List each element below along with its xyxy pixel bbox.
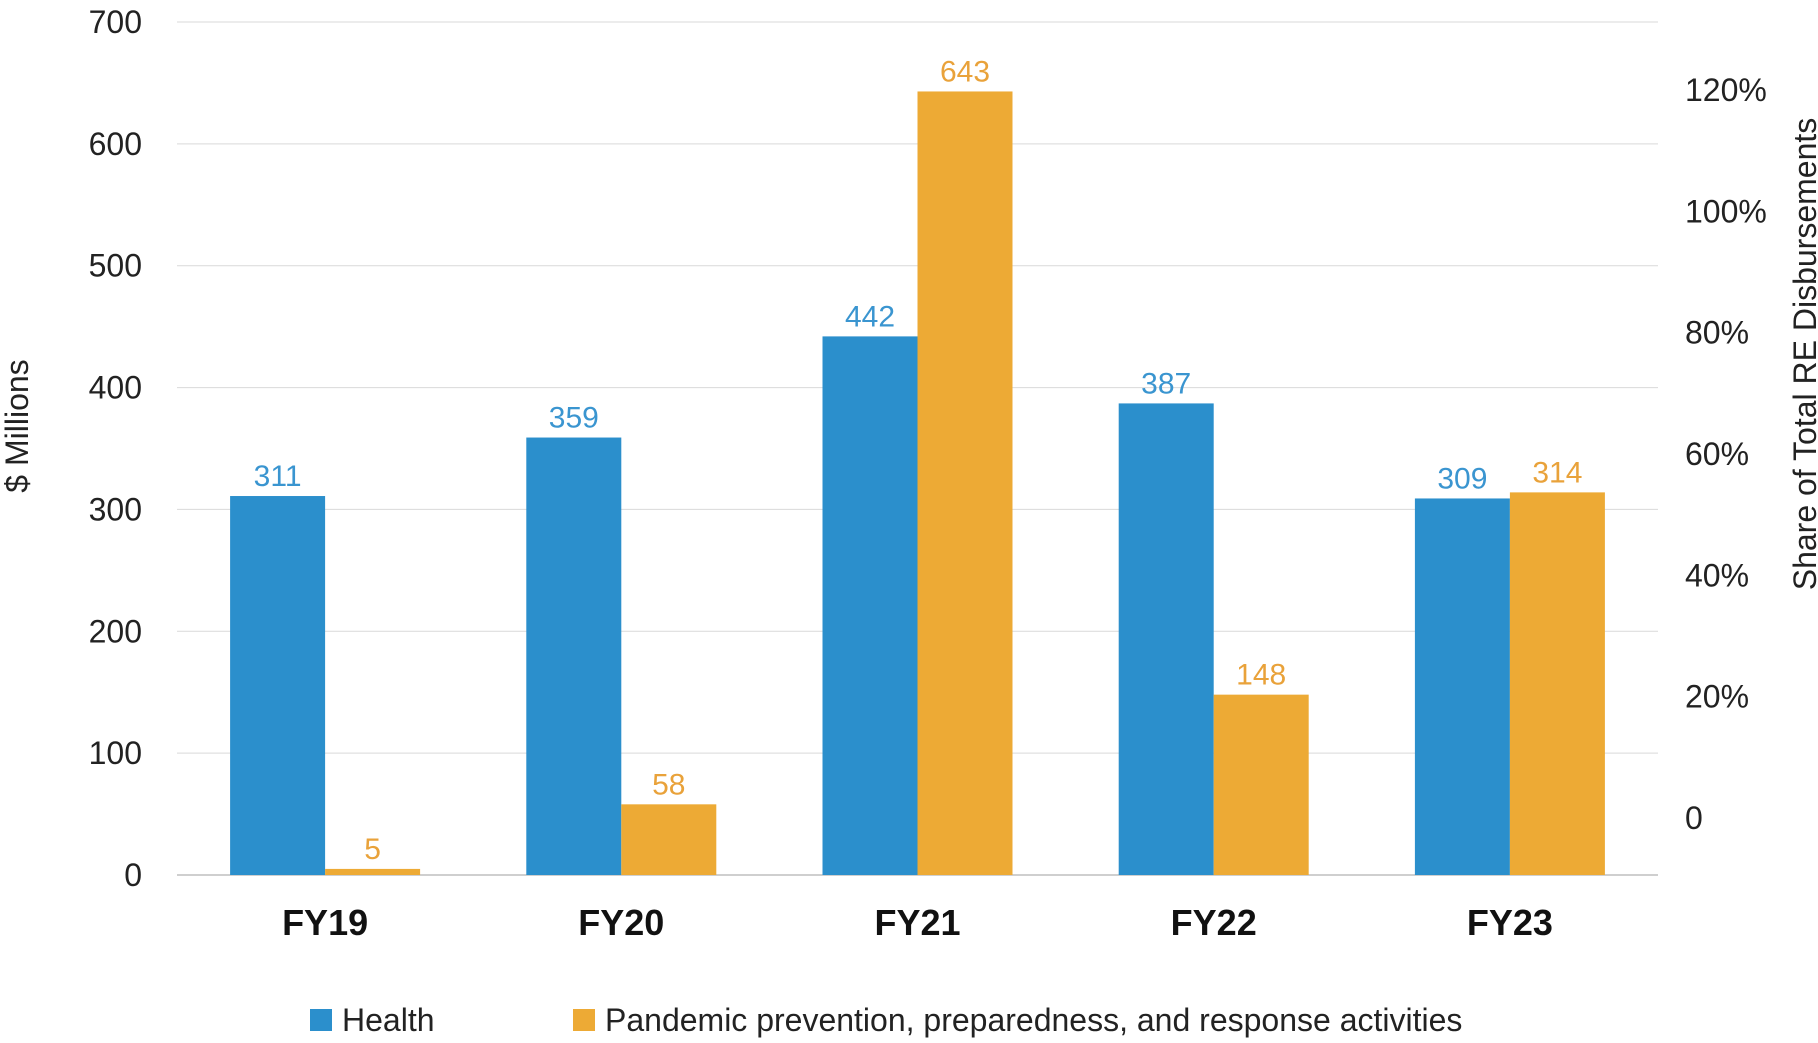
y-left-tick-label: 0 bbox=[124, 857, 142, 893]
data-label: 359 bbox=[549, 402, 599, 435]
y-left-tick-label: 700 bbox=[89, 4, 142, 40]
y-left-tick-label: 600 bbox=[89, 126, 142, 162]
x-tick-label: FY23 bbox=[1467, 902, 1553, 943]
y-right-tick-label: 0 bbox=[1685, 800, 1703, 836]
legend-label-pandemic: Pandemic prevention, preparedness, and r… bbox=[605, 1002, 1462, 1038]
bar-health bbox=[230, 496, 326, 875]
y-right-tick-label: 20% bbox=[1685, 679, 1749, 715]
data-label: 643 bbox=[940, 55, 990, 88]
x-tick-label: FY20 bbox=[578, 902, 664, 943]
y-axis-right: 0 20% 40% 60% 80% 100% 120% bbox=[1685, 72, 1767, 836]
y-right-tick-label: 40% bbox=[1685, 557, 1749, 593]
bar-health bbox=[1414, 498, 1510, 875]
x-axis: FY19 FY20 FY21 FY22 FY23 bbox=[282, 902, 1553, 943]
y-right-tick-label: 80% bbox=[1685, 315, 1749, 351]
data-label: 314 bbox=[1532, 456, 1582, 489]
y-left-tick-label: 100 bbox=[89, 735, 142, 771]
data-label: 148 bbox=[1236, 659, 1286, 692]
legend: Health Pandemic prevention, preparedness… bbox=[310, 1002, 1462, 1038]
bar-health bbox=[1118, 403, 1214, 875]
bar-pandemic bbox=[917, 91, 1013, 876]
bar-pandemic bbox=[1213, 694, 1309, 875]
bar-pandemic bbox=[621, 804, 717, 875]
y-left-tick-label: 500 bbox=[89, 248, 142, 284]
data-label: 387 bbox=[1141, 367, 1191, 400]
y-left-tick-label: 200 bbox=[89, 613, 142, 649]
y-axis-left: 0 100 200 300 400 500 600 700 bbox=[89, 4, 142, 893]
data-label: 58 bbox=[652, 768, 685, 801]
data-label: 311 bbox=[254, 460, 302, 493]
y-left-tick-label: 400 bbox=[89, 370, 142, 406]
data-label: 5 bbox=[364, 833, 381, 866]
x-tick-label: FY22 bbox=[1171, 902, 1257, 943]
legend-swatch-health bbox=[310, 1009, 332, 1031]
legend-swatch-pandemic bbox=[573, 1009, 595, 1031]
data-labels: 311 5 359 58 442 643 387 148 309 314 bbox=[254, 55, 1583, 865]
bar-pandemic bbox=[325, 868, 421, 875]
bars bbox=[230, 91, 1605, 876]
bar-pandemic bbox=[1509, 492, 1605, 875]
data-label: 442 bbox=[845, 300, 895, 333]
y-right-tick-label: 100% bbox=[1685, 193, 1767, 229]
bar-health bbox=[822, 336, 918, 875]
data-label: 309 bbox=[1437, 462, 1487, 495]
legend-label-health: Health bbox=[342, 1002, 435, 1038]
y-right-tick-label: 60% bbox=[1685, 436, 1749, 472]
bar-health bbox=[526, 437, 622, 875]
y-axis-right-title: Share of Total RE Disbursements bbox=[1787, 118, 1818, 591]
x-tick-label: FY21 bbox=[874, 902, 960, 943]
x-tick-label: FY19 bbox=[282, 902, 368, 943]
y-left-tick-label: 300 bbox=[89, 491, 142, 527]
y-axis-left-title: $ Millions bbox=[0, 359, 35, 492]
y-right-tick-label: 120% bbox=[1685, 72, 1767, 108]
